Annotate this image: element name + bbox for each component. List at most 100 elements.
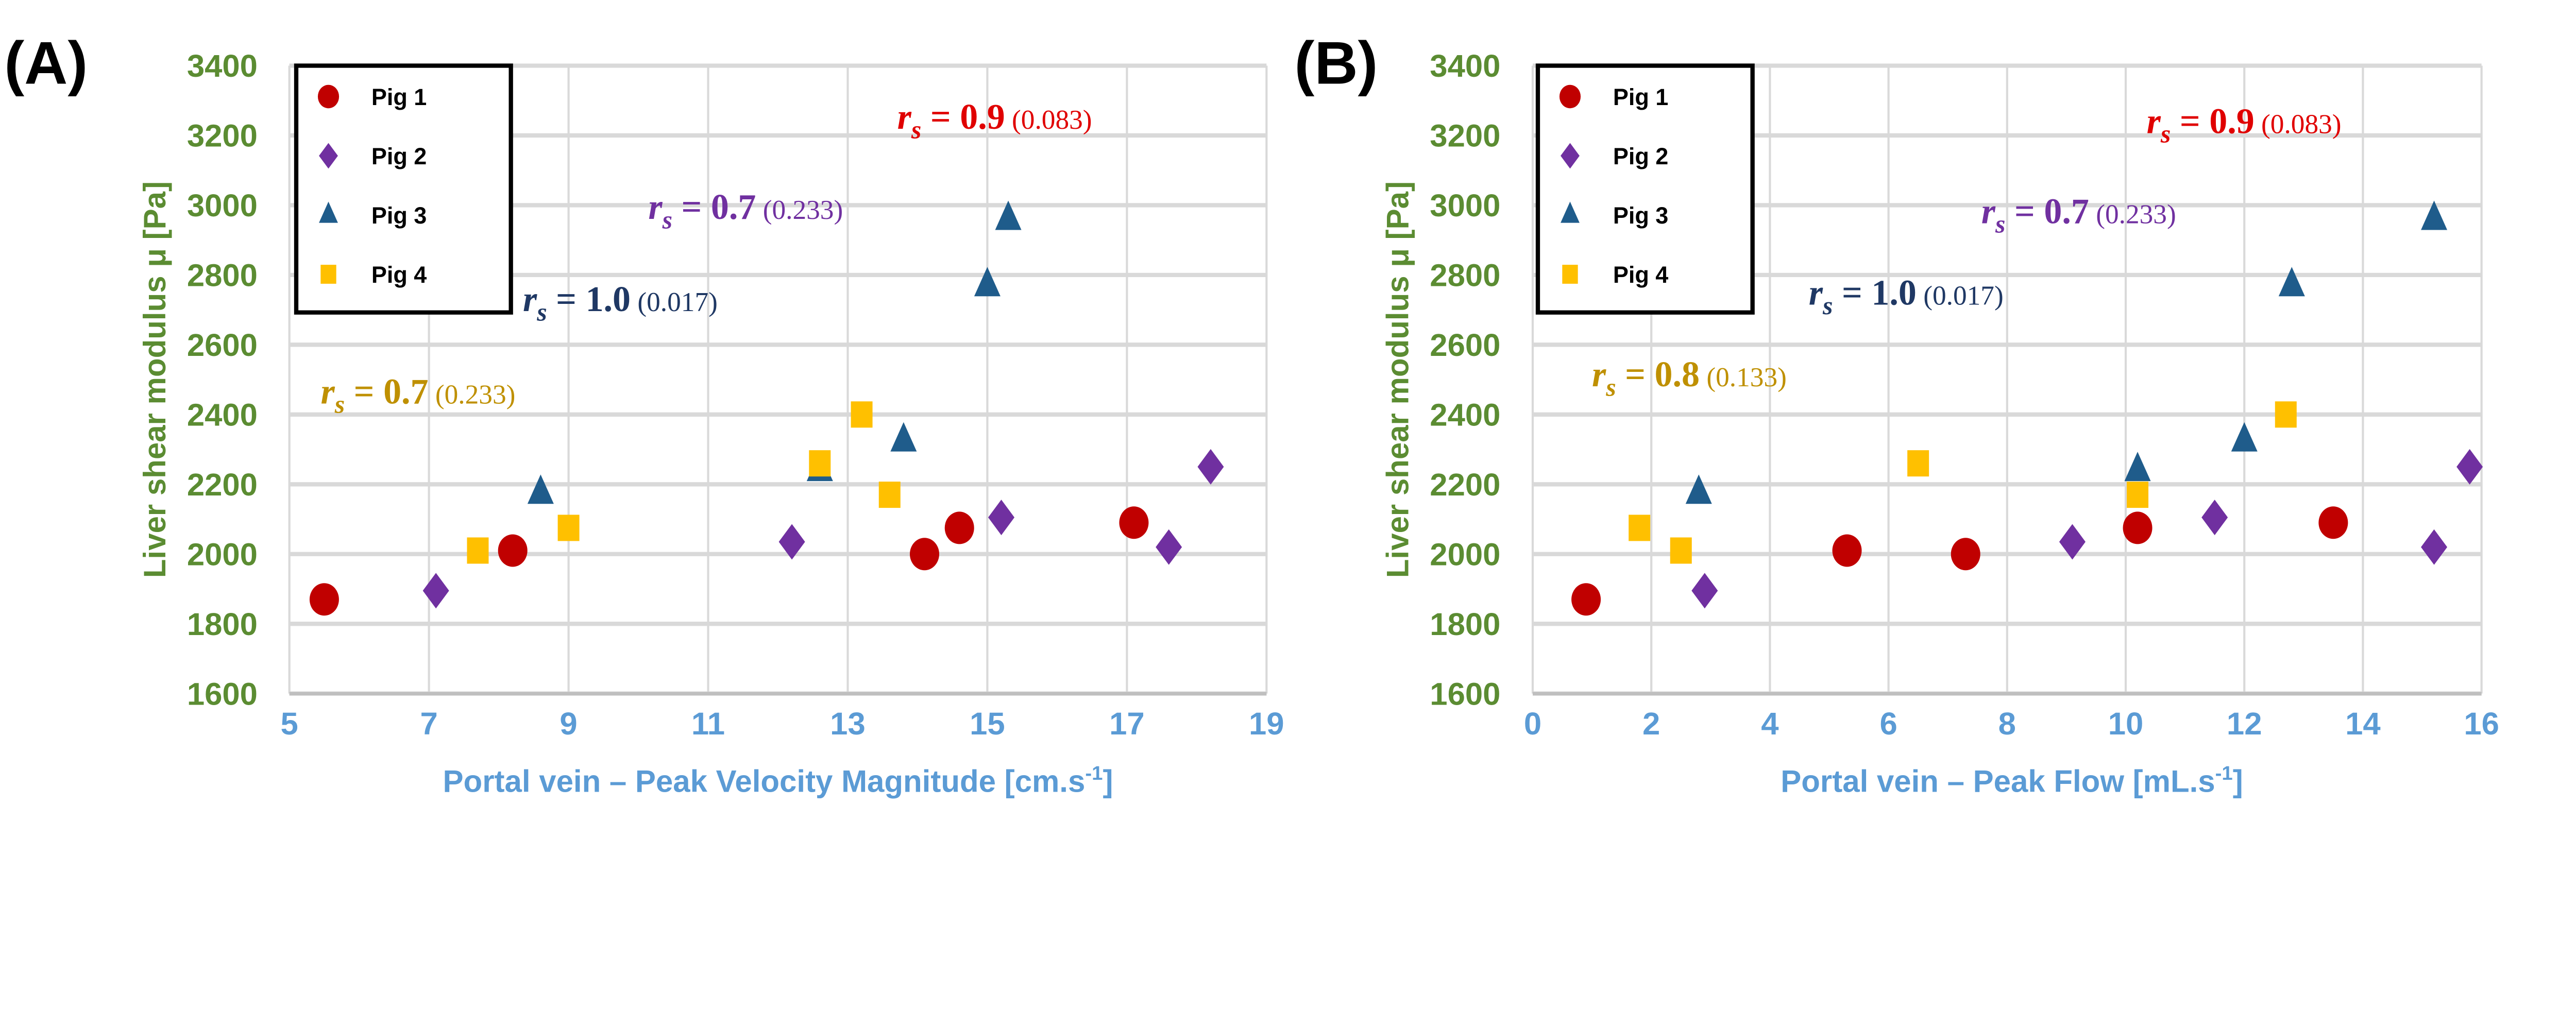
annotation-sub: s [662, 205, 672, 234]
legend-label: Pig 3 [1613, 202, 1668, 229]
y-axis-label: Liver shear modulus μ [Pa] [1380, 181, 1415, 578]
data-point [944, 511, 974, 544]
annotation-pvalue: (0.083) [2255, 108, 2342, 139]
x-axis-label: Portal vein – Peak Velocity Magnitude [c… [443, 762, 1113, 798]
y-tick-label: 2400 [187, 397, 258, 433]
legend-label: Pig 4 [371, 262, 427, 288]
data-point [909, 538, 939, 571]
x-tick-label: 13 [830, 706, 866, 742]
x-tick-label: 0 [1524, 706, 1541, 742]
x-tick-label: 9 [560, 706, 577, 742]
annotation-sub: s [1822, 291, 1833, 320]
y-tick-label: 2400 [1430, 397, 1500, 433]
annotation-sub: s [911, 115, 921, 144]
correlation-annotation: rs = 0.7 (0.233) [320, 372, 515, 418]
data-point [1197, 449, 1224, 485]
y-tick-label: 2800 [187, 258, 258, 294]
y-tick-label: 1600 [1430, 676, 1500, 712]
x-tick-label: 14 [2345, 706, 2381, 742]
data-point [778, 524, 805, 560]
data-point [2231, 422, 2258, 452]
y-tick-label: 3000 [187, 188, 258, 224]
x-axis-label: Portal vein – Peak Flow [mL.s-1] [1781, 762, 2243, 798]
annotation-pvalue: (0.017) [1917, 280, 2004, 311]
legend-label: Pig 1 [371, 84, 427, 110]
x-tick-label: 4 [1761, 706, 1778, 742]
legend-label: Pig 2 [371, 143, 427, 169]
x-tick-label: 5 [281, 706, 298, 742]
x-tick-label: 15 [970, 706, 1005, 742]
annotation-pvalue: (0.017) [631, 286, 718, 317]
annotation-value: 0.9 [960, 97, 1005, 137]
y-tick-label: 2800 [1430, 258, 1500, 294]
series-pig-1 [309, 506, 1149, 616]
x-axis-label-text: Portal vein – Peak Velocity Magnitude [c… [443, 764, 1086, 798]
data-point [1832, 534, 1862, 567]
x-axis-label-sup: -1 [1085, 762, 1103, 784]
data-point [467, 537, 489, 564]
figure: 5 7 9 11 13 15 17 19160018002000220024002600280… [4, 29, 2499, 798]
x-tick-label: 6 [1879, 706, 1897, 742]
annotation-sub: s [536, 297, 547, 326]
correlation-annotation: rs = 0.9 (0.083) [897, 97, 1092, 144]
legend-marker [319, 201, 338, 223]
annotation-var: r [320, 372, 335, 412]
annotation-eq: = [2006, 192, 2044, 231]
annotation-pvalue: (0.233) [756, 194, 843, 225]
correlation-annotation: rs = 0.7 (0.233) [1981, 192, 2176, 238]
y-tick-label: 2000 [187, 537, 258, 572]
data-point [422, 573, 449, 609]
data-point [498, 534, 528, 567]
annotation-var: r [897, 97, 912, 137]
data-point [809, 450, 831, 477]
legend-label: Pig 4 [1613, 262, 1668, 288]
data-point [1156, 529, 1182, 565]
x-tick-label: 11 [691, 706, 725, 742]
data-point [2201, 500, 2228, 536]
annotation-var: r [1592, 355, 1606, 395]
annotation-pvalue: (0.133) [1700, 362, 1787, 392]
series-pig-2 [1691, 449, 2483, 609]
chart-panel-a: 5 7 9 11 13 15 17 19 1600 1800 2000 2200 2400 2600 280… [4, 29, 1284, 798]
x-axis-label-sup: -1 [2215, 762, 2233, 784]
data-point [2124, 452, 2151, 482]
annotation-value: 0.9 [2209, 101, 2254, 141]
x-axis-label-text: Portal vein – Peak Flow [mL.s [1781, 764, 2215, 798]
data-point [1670, 537, 1692, 564]
correlation-annotation: rs = 0.7 (0.233) [648, 187, 843, 234]
annotation-value: 1.0 [586, 280, 631, 319]
y-tick-label: 2200 [187, 467, 258, 503]
annotation-var: r [1981, 192, 1996, 231]
x-tick-label: 2 [1642, 706, 1660, 742]
legend-marker [1561, 143, 1580, 169]
data-point [2275, 401, 2297, 428]
correlation-annotation: rs = 1.0 (0.017) [1809, 273, 2004, 320]
annotation-pvalue: (0.083) [1005, 104, 1092, 135]
annotation-pvalue: (0.233) [2089, 198, 2176, 229]
data-point [2421, 529, 2448, 565]
annotation-sub: s [2160, 119, 2171, 148]
legend-marker [1561, 201, 1580, 223]
legend-marker [320, 265, 336, 284]
data-point [851, 401, 873, 428]
y-tick-label: 2200 [1430, 467, 1500, 503]
annotation-eq: = [547, 280, 586, 319]
y-tick-label: 1800 [1430, 607, 1500, 642]
annotation-value: 0.7 [711, 187, 756, 227]
y-tick-label: 2600 [1430, 328, 1500, 363]
annotation-sub: s [334, 390, 345, 419]
annotation-eq: = [2171, 101, 2209, 141]
annotation-value: 1.0 [1871, 273, 1916, 313]
annotation-var: r [2147, 101, 2161, 141]
data-point [1691, 573, 1718, 609]
data-point [1951, 538, 1980, 571]
data-point [2059, 524, 2086, 560]
data-point [2278, 267, 2305, 297]
data-point [2456, 449, 2483, 485]
x-tick-label: 19 [1249, 706, 1284, 742]
data-point [527, 474, 554, 504]
data-point [1685, 474, 1712, 504]
y-tick-label: 2000 [1430, 537, 1500, 572]
annotation-var: r [648, 187, 663, 227]
series-pig-3 [527, 200, 1022, 504]
